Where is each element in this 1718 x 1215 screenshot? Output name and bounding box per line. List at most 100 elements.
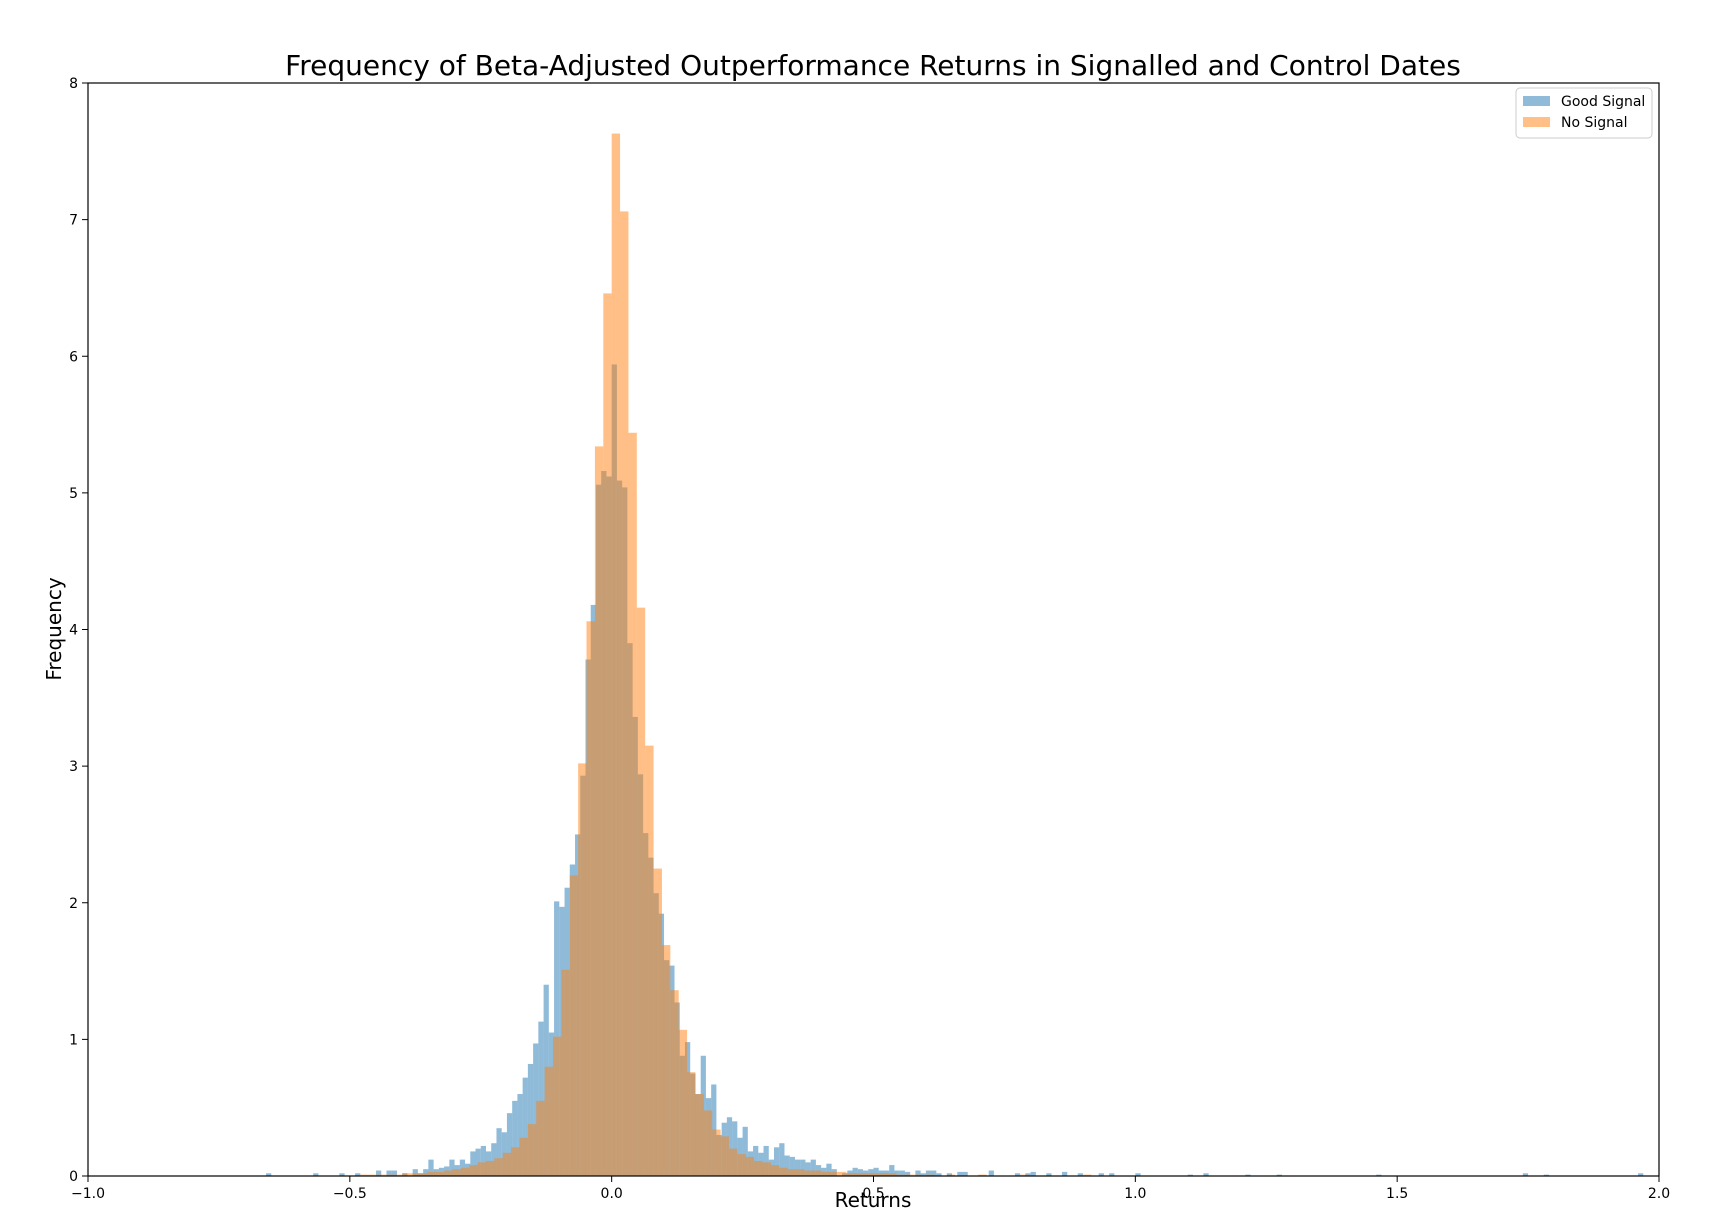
bar-no-signal bbox=[469, 1165, 478, 1176]
bar-good-signal bbox=[873, 1167, 879, 1176]
bar-no-signal bbox=[368, 1174, 378, 1176]
bar-good-signal bbox=[496, 1128, 502, 1176]
bar-no-signal bbox=[494, 1158, 503, 1176]
bar-no-signal bbox=[544, 1066, 554, 1176]
bar-no-signal bbox=[762, 1162, 771, 1176]
bar-no-signal bbox=[661, 945, 671, 1176]
bar-good-signal bbox=[475, 1148, 481, 1176]
bar-no-signal bbox=[502, 1152, 512, 1176]
bar-no-signal bbox=[796, 1169, 805, 1176]
bar-no-signal bbox=[645, 745, 654, 1176]
bar-good-signal bbox=[449, 1159, 455, 1176]
bar-no-signal bbox=[745, 1156, 755, 1176]
plot-frame bbox=[87, 82, 1660, 1177]
y-tick-label: 1 bbox=[69, 1032, 78, 1048]
bar-no-signal bbox=[636, 607, 646, 1176]
bar-good-signal bbox=[506, 1113, 513, 1176]
bar-no-signal bbox=[586, 621, 595, 1176]
bar-no-signal bbox=[427, 1171, 436, 1176]
legend-swatch-good-signal bbox=[1523, 96, 1550, 106]
y-tick-label: 4 bbox=[69, 623, 78, 639]
bar-no-signal bbox=[770, 1165, 780, 1176]
bar-no-signal bbox=[444, 1170, 453, 1176]
bar-no-signal bbox=[1020, 1174, 1029, 1176]
bar-no-signal bbox=[812, 1170, 822, 1176]
bar-good-signal bbox=[1187, 1174, 1193, 1176]
chart-title: Frequency of Beta-Adjusted Outperformanc… bbox=[285, 49, 1461, 82]
bar-good-signal bbox=[899, 1170, 905, 1176]
bar-good-signal bbox=[1098, 1173, 1104, 1176]
x-axis-ticks: −1.0 −0.5 0.0 0.5 1.0 1.5 2.0 bbox=[71, 1176, 1670, 1202]
bar-good-signal bbox=[1543, 1174, 1550, 1176]
bar-good-signal bbox=[805, 1162, 811, 1176]
bar-good-signal bbox=[522, 1077, 528, 1176]
bar-no-signal bbox=[678, 1029, 688, 1176]
bar-no-signal bbox=[804, 1170, 813, 1176]
bar-no-signal bbox=[377, 1174, 386, 1176]
bar-good-signal bbox=[512, 1100, 518, 1176]
bar-good-signal bbox=[784, 1155, 790, 1176]
series-good-signal bbox=[266, 364, 1644, 1177]
bar-no-signal bbox=[536, 1100, 545, 1176]
bar-good-signal bbox=[1376, 1174, 1382, 1176]
bar-good-signal bbox=[826, 1163, 832, 1176]
bar-no-signal bbox=[712, 1129, 721, 1176]
bar-no-signal bbox=[871, 1173, 880, 1176]
bar-good-signal bbox=[538, 1021, 544, 1176]
bar-no-signal bbox=[519, 1137, 528, 1176]
bar-no-signal bbox=[611, 133, 621, 1176]
bar-no-signal bbox=[837, 1171, 847, 1176]
bar-good-signal bbox=[726, 1117, 733, 1176]
bar-good-signal bbox=[386, 1170, 392, 1176]
bar-no-signal bbox=[418, 1173, 428, 1176]
bar-no-signal bbox=[435, 1171, 445, 1176]
bar-no-signal bbox=[863, 1173, 872, 1176]
bar-good-signal bbox=[533, 1043, 539, 1176]
bar-no-signal bbox=[452, 1169, 461, 1176]
bar-no-signal bbox=[561, 969, 570, 1176]
bar-good-signal bbox=[889, 1165, 895, 1176]
bar-good-signal bbox=[988, 1170, 994, 1176]
bar-good-signal bbox=[815, 1165, 822, 1176]
bar-good-signal bbox=[423, 1169, 429, 1176]
bar-no-signal bbox=[360, 1174, 369, 1176]
bar-no-signal bbox=[913, 1174, 922, 1176]
x-tick-label: 0.0 bbox=[601, 1186, 623, 1202]
bar-good-signal bbox=[1203, 1173, 1209, 1176]
y-axis-label: Frequency bbox=[42, 577, 66, 680]
legend-label-no-signal: No Signal bbox=[1561, 115, 1628, 131]
bar-good-signal bbox=[857, 1169, 864, 1176]
bar-good-signal bbox=[355, 1173, 361, 1176]
bar-good-signal bbox=[794, 1159, 801, 1176]
bar-good-signal bbox=[800, 1159, 806, 1176]
bar-no-signal bbox=[703, 1110, 713, 1176]
bar-no-signal bbox=[485, 1160, 495, 1176]
bar-no-signal bbox=[620, 211, 629, 1176]
bar-good-signal bbox=[470, 1151, 476, 1176]
bar-good-signal bbox=[931, 1170, 937, 1176]
bar-no-signal bbox=[553, 1036, 562, 1176]
bar-no-signal bbox=[385, 1174, 394, 1176]
bar-good-signal bbox=[1245, 1174, 1251, 1176]
x-tick-label: 1.0 bbox=[1124, 1186, 1146, 1202]
bar-no-signal bbox=[854, 1173, 864, 1176]
bar-no-signal bbox=[754, 1160, 763, 1176]
bar-good-signal bbox=[1077, 1173, 1083, 1176]
bar-no-signal bbox=[460, 1167, 470, 1176]
bar-good-signal bbox=[266, 1173, 272, 1176]
bar-good-signal bbox=[1046, 1173, 1052, 1176]
bar-good-signal bbox=[957, 1171, 963, 1176]
bars-layer bbox=[266, 133, 1644, 1177]
bar-good-signal bbox=[810, 1159, 816, 1176]
bar-good-signal bbox=[376, 1170, 382, 1176]
bar-good-signal bbox=[1109, 1173, 1115, 1176]
bar-no-signal bbox=[578, 763, 587, 1176]
bar-no-signal bbox=[787, 1169, 796, 1176]
bar-good-signal bbox=[480, 1145, 486, 1176]
bar-no-signal bbox=[603, 293, 612, 1176]
y-tick-label: 6 bbox=[69, 349, 78, 365]
bar-good-signal bbox=[925, 1170, 932, 1176]
bar-no-signal bbox=[477, 1162, 486, 1176]
bar-good-signal bbox=[1522, 1173, 1529, 1176]
